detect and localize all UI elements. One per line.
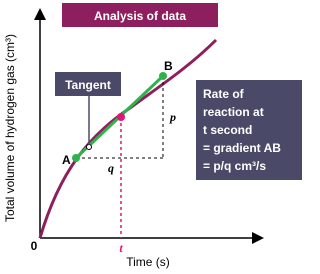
info-box	[196, 80, 302, 180]
point-a-label: A	[62, 153, 71, 167]
title-box	[62, 3, 218, 27]
tangent-pointer-end	[86, 144, 92, 150]
info-line: reaction at	[203, 105, 264, 119]
title: Analysis of data	[94, 9, 186, 23]
curve	[38, 38, 218, 239]
rise-label: p	[169, 110, 176, 124]
y-axis-label: Total volume of hydrogen gas (cm³)	[3, 34, 17, 222]
origin-label: 0	[31, 239, 38, 253]
info-line: t second	[203, 123, 252, 137]
point-a	[72, 154, 80, 162]
diagram: Analysis of data 0 Total volume of hydro…	[3, 3, 302, 269]
info-line: = p/q cm³/s	[203, 159, 266, 173]
x-axis-label: Time (s)	[126, 255, 170, 269]
info-line: Rate of	[203, 87, 245, 101]
point-b	[159, 72, 167, 80]
point-t	[117, 113, 125, 121]
point-b-label: B	[164, 59, 173, 73]
run-label: q	[108, 161, 114, 175]
tangent-label: Tangent	[65, 78, 111, 92]
tangent-box	[55, 72, 121, 96]
time-marker: t	[119, 241, 123, 255]
info-line: = gradient AB	[203, 141, 281, 155]
